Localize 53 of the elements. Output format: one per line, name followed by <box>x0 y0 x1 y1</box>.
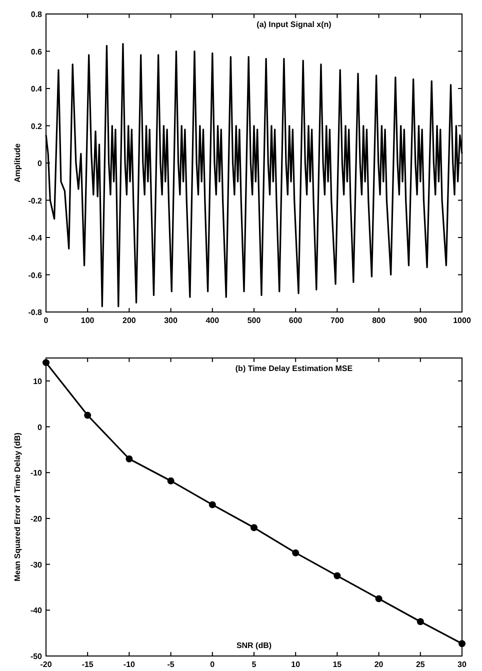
x-tick-label: 300 <box>164 316 178 325</box>
y-tick-label: -40 <box>30 606 43 616</box>
x-tick-label: 10 <box>291 660 301 669</box>
x-tick-label: 15 <box>332 660 342 669</box>
point <box>458 640 466 648</box>
point <box>42 359 50 366</box>
y-tick-label: -0.6 <box>28 270 43 280</box>
x-tick-label: 200 <box>122 316 136 325</box>
y-tick-label: 0 <box>38 159 43 168</box>
y-axis-title: Amplitude <box>13 142 22 183</box>
x-tick-label: 400 <box>206 316 220 325</box>
point <box>126 455 133 462</box>
y-tick-label: -0.2 <box>28 196 43 206</box>
x-tick-label: -10 <box>123 660 136 669</box>
y-tick-label: -30 <box>30 560 43 570</box>
x-tick-label: -15 <box>82 660 94 669</box>
point <box>292 549 300 556</box>
point <box>334 572 341 580</box>
text: (a) Input Signal x(n) <box>256 20 332 29</box>
point <box>167 477 174 484</box>
y-tick-label: 0.2 <box>30 122 43 131</box>
y-tick-label: 0.6 <box>30 47 43 56</box>
y-tick-label: -0.4 <box>28 234 43 242</box>
y-tick-label: 0.4 <box>30 84 43 94</box>
x-tick-label: 0 <box>210 660 216 669</box>
x-tick-label: 800 <box>372 316 386 325</box>
point <box>375 595 382 602</box>
point <box>416 618 424 626</box>
x-tick-label: 5 <box>252 660 257 669</box>
y-axis-title: Mean Squared Error of Time Delay (dB) <box>13 432 22 582</box>
point <box>208 501 216 508</box>
point <box>250 524 258 532</box>
x-tick-label: 700 <box>330 316 344 325</box>
point <box>84 412 92 419</box>
x-axis-title: SNR (dB) <box>236 641 272 650</box>
y-tick-label: 0.8 <box>30 10 43 19</box>
y-tick-label: 0 <box>38 422 43 432</box>
x-tick-label: 30 <box>458 660 467 669</box>
y-tick-label: -20 <box>30 514 43 524</box>
x-tick-label: 25 <box>416 660 426 669</box>
x-tick-label: 500 <box>247 316 262 325</box>
x-tick-label: -5 <box>167 660 175 669</box>
y-tick-label: -10 <box>30 468 43 478</box>
text: (b) Time Delay Estimation MSE <box>235 364 354 373</box>
y-tick-label: 10 <box>33 376 43 386</box>
x-tick-label: 900 <box>414 316 428 325</box>
y-tick-label: -50 <box>30 652 43 661</box>
x-tick-label: 600 <box>288 316 303 325</box>
x-tick-label: 0 <box>44 316 49 325</box>
x-tick-label: 100 <box>80 316 95 325</box>
x-tick-label: 20 <box>374 660 384 669</box>
y-tick-label: -0.8 <box>28 308 43 317</box>
x-tick-label: 1000 <box>453 316 472 325</box>
